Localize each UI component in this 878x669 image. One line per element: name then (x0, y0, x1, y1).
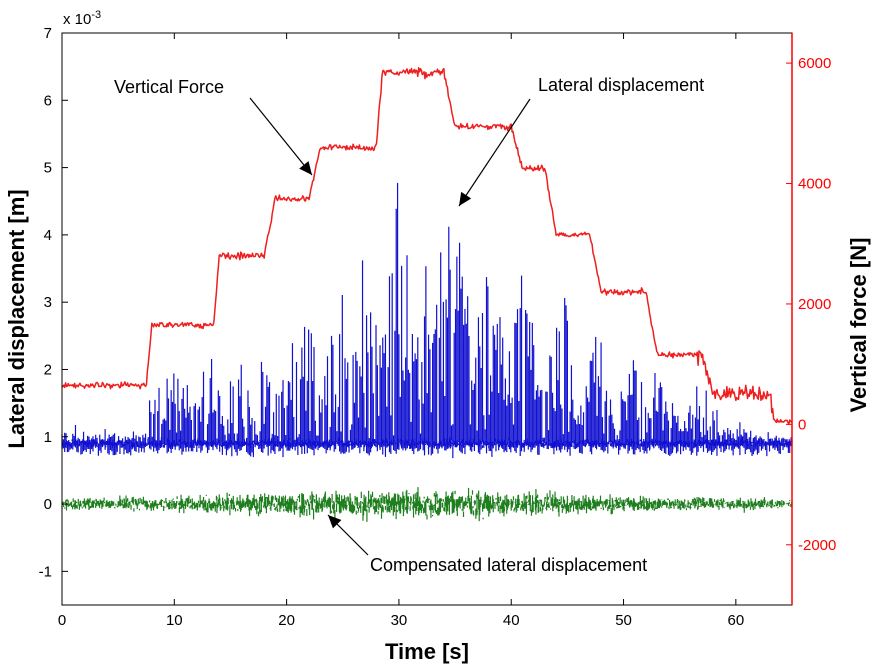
y-left-tick-label: 6 (44, 92, 52, 109)
x-tick-label: 30 (391, 612, 408, 629)
series-vertical-force (61, 67, 793, 425)
annotation-vertical-force-arrow-head (299, 161, 312, 175)
x-tick-label: 10 (166, 612, 183, 629)
annotations-group: Vertical Force Lateral displacement Compen… (114, 75, 704, 575)
annotation-lateral-displacement-arrow-line (458, 98, 531, 207)
annotation-vertical-force: Vertical Force (114, 77, 224, 97)
annotation-lateral-displacement-arrow-head (459, 191, 472, 206)
annotation-compensated-arrow-head (328, 515, 342, 529)
y-left-tick-label: 0 (44, 496, 52, 513)
annotation-vertical-force-arrow-line (249, 97, 313, 176)
y-left-tick-label: 7 (44, 25, 52, 42)
axes-group: 0 10 20 30 40 50 60 -1 0 1 2 3 4 5 6 7 x 10-3 -2000 0 2000 4… (4, 9, 871, 664)
y-right-axis-label: Vertical force [N] (846, 238, 871, 413)
y-left-tick-label: 4 (44, 227, 52, 244)
x-tick-label: 60 (728, 612, 745, 629)
x-tick-label: 0 (58, 612, 66, 629)
y-left-tick-label: 3 (44, 294, 52, 311)
left-scale-label: x 10-3 (63, 9, 101, 28)
y-left-tick-label: -1 (39, 563, 52, 580)
y-left-tick-label: 2 (44, 361, 52, 378)
x-tick-label: 50 (615, 612, 632, 629)
x-tick-label: 20 (278, 612, 295, 629)
x-axis-label: Time [s] (385, 639, 469, 664)
y-left-tick-label: 1 (44, 429, 52, 446)
y-right-tick-label: 2000 (798, 296, 831, 313)
annotation-lateral-displacement: Lateral displacement (538, 75, 704, 95)
y-left-tick-label: 5 (44, 160, 52, 177)
y-left-axis-label: Lateral displacement [m] (4, 189, 29, 448)
y-right-tick-label: 6000 (798, 55, 831, 72)
y-right-tick-label: 0 (798, 416, 806, 433)
y-right-tick-label: -2000 (798, 537, 836, 554)
x-tick-label: 40 (503, 612, 520, 629)
y-right-tick-label: 4000 (798, 176, 831, 193)
annotation-compensated-lateral-displacement: Compensated lateral displacement (370, 555, 647, 575)
